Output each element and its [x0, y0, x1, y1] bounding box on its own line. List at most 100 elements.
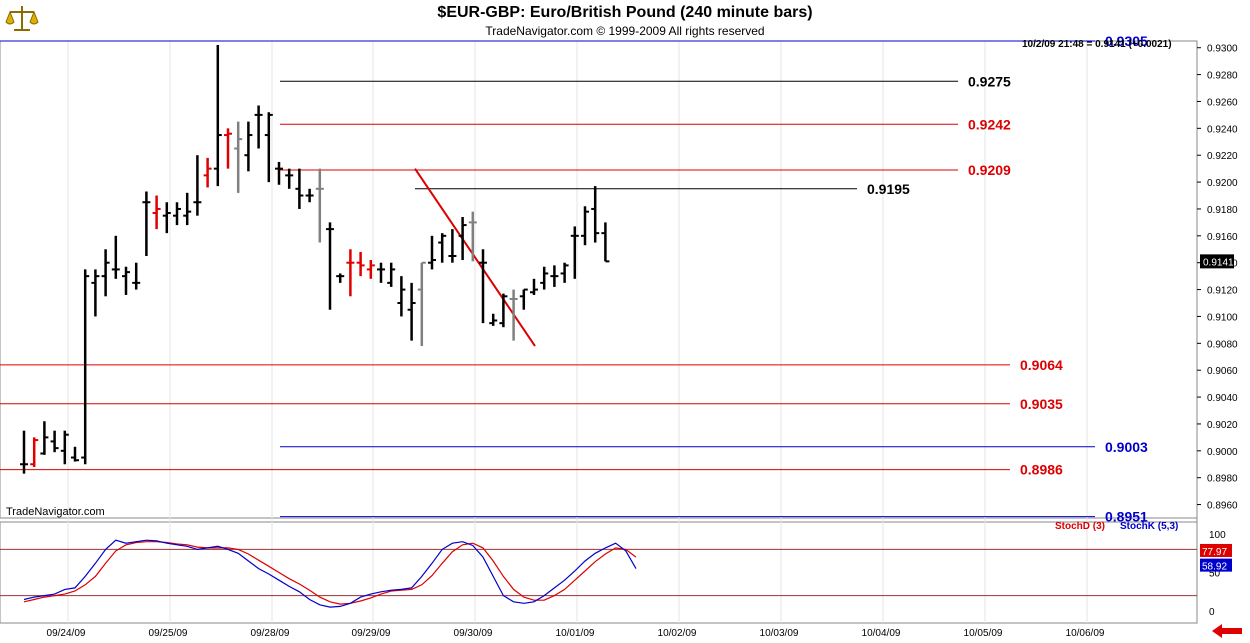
ohlc-bar	[550, 265, 559, 287]
ohlc-bar	[30, 437, 39, 467]
ohlc-bar	[356, 251, 365, 277]
ohlc-bar	[601, 222, 610, 263]
ohlc-bar	[407, 282, 416, 341]
ohlc-bar	[377, 262, 385, 283]
date-tick-label: 10/04/09	[862, 628, 901, 639]
price-tick-label: 0.9040	[1207, 393, 1238, 404]
level-label: 0.9305	[1105, 33, 1148, 49]
ohlc-bar	[122, 266, 130, 295]
level-label: 0.9035	[1020, 396, 1063, 412]
price-tick-label: 0.8960	[1207, 501, 1238, 512]
price-tick-label: 0.9240	[1207, 124, 1238, 135]
ohlc-bar	[468, 211, 477, 262]
support-resistance-levels: 0.9305 0.9275 0.9242 0.9209 0.9195 0.9064 0.90…	[0, 33, 1148, 525]
scales-logo-icon	[5, 6, 39, 31]
ohlc-bar	[264, 112, 273, 183]
price-tick-label: 0.9260	[1207, 97, 1238, 108]
ohlc-bar	[193, 155, 202, 216]
ohlc-bar	[142, 191, 151, 256]
ohlc-bar	[509, 289, 518, 341]
ohlc-bar	[540, 266, 549, 290]
ohlc-bar	[570, 226, 579, 279]
ohlc-bar	[111, 235, 120, 279]
ohlc-bar	[152, 195, 161, 230]
price-tick-label: 0.9280	[1207, 71, 1238, 82]
ohlc-bar	[71, 446, 79, 462]
ohlc-bar	[499, 293, 508, 328]
copyright-line: TradeNavigator.com © 1999-2009 All right…	[485, 24, 765, 38]
ohlc-bar	[519, 288, 528, 310]
ohlc-bar	[581, 206, 589, 246]
price-tick-label: 0.9180	[1207, 205, 1238, 216]
ohlc-bar	[295, 168, 304, 209]
ohlc-bar	[234, 121, 243, 193]
ohlc-bar	[326, 222, 334, 310]
nav-back-button[interactable]	[1212, 624, 1242, 638]
chart-title: $EUR-GBP: Euro/British Pound (240 minute…	[437, 4, 813, 21]
ohlc-bar	[448, 229, 457, 263]
level-label: 0.9275	[968, 73, 1011, 89]
ohlc-bar	[91, 269, 100, 317]
level-label: 0.8951	[1105, 509, 1148, 525]
ohlc-bar	[224, 128, 232, 169]
stochK-value: 58.92	[1202, 562, 1227, 573]
price-tick-label: 0.9100	[1207, 312, 1238, 323]
stochK-value-box	[1200, 558, 1232, 572]
arrow-left-icon	[1212, 624, 1242, 638]
price-tick-label: 0.9120	[1207, 286, 1238, 297]
level-label: 0.9209	[968, 162, 1011, 178]
last-price-box	[1200, 254, 1234, 269]
ohlc-bar	[560, 262, 569, 283]
level-label: 0.9195	[867, 181, 910, 197]
ohlc-bar	[387, 262, 396, 287]
price-tick-label: 0.9300	[1207, 44, 1238, 55]
stoch-tick-label: 50	[1209, 569, 1221, 580]
ohlc-bar	[203, 157, 212, 188]
date-tick-label: 10/06/09	[1066, 628, 1105, 639]
ohlc-bar	[438, 233, 447, 263]
stoch-panel-border	[0, 521, 1198, 624]
ohlc-bar	[285, 168, 294, 189]
price-tick-label: 0.9020	[1207, 420, 1238, 431]
stochK-legend: StochK (5,3)	[1120, 521, 1178, 532]
date-tick-label: 09/29/09	[352, 628, 391, 639]
ohlc-bar	[244, 121, 253, 172]
ohlc-bar	[254, 105, 263, 149]
date-tick-label: 09/25/09	[149, 628, 188, 639]
stochastic-panel: 100 50 0 StochD (3) StochK (5,3) 77.97 58.92	[0, 521, 1232, 618]
stochD-value-box	[1200, 543, 1232, 557]
date-tick-label: 10/05/09	[964, 628, 1003, 639]
ohlc-bar	[20, 430, 28, 474]
chart-frame	[0, 40, 1198, 624]
price-tick-label: 0.8980	[1207, 474, 1238, 485]
ohlc-bar	[162, 202, 171, 234]
level-label: 0.9003	[1105, 439, 1148, 455]
status-readout: 10/2/09 21:48 = 0.9141 (+0.0021)	[1022, 39, 1172, 50]
ohlc-bar	[81, 269, 90, 465]
ohlc-bar	[305, 188, 314, 203]
ohlc-bar	[183, 192, 192, 226]
ohlc-bar	[458, 217, 467, 261]
price-tick-label: 0.9200	[1207, 178, 1238, 189]
ohlc-bar	[101, 249, 110, 297]
stochK-line	[23, 539, 637, 608]
price-tick-label: 0.9060	[1207, 366, 1238, 377]
ohlc-bar	[336, 273, 345, 283]
ohlc-bar	[213, 45, 222, 187]
stochD-value: 77.97	[1202, 547, 1227, 558]
level-label: 0.9242	[968, 116, 1011, 132]
trend-line	[414, 168, 536, 347]
date-tick-label: 09/28/09	[251, 628, 290, 639]
last-price-label: 0.9141	[1203, 257, 1234, 268]
ohlc-bar	[346, 249, 355, 297]
ohlc-bar	[489, 313, 498, 326]
watermark: TradeNavigator.com	[6, 506, 105, 518]
date-tick-label: 09/24/09	[47, 628, 86, 639]
ohlc-bar	[397, 276, 406, 317]
date-tick-label: 10/01/09	[556, 628, 595, 639]
ohlc-bar	[50, 430, 59, 453]
ohlc-bar	[40, 421, 49, 455]
price-tick-label: 0.9220	[1207, 151, 1238, 162]
price-tick-label: 0.9160	[1207, 232, 1238, 243]
stoch-tick-label: 100	[1209, 530, 1226, 541]
